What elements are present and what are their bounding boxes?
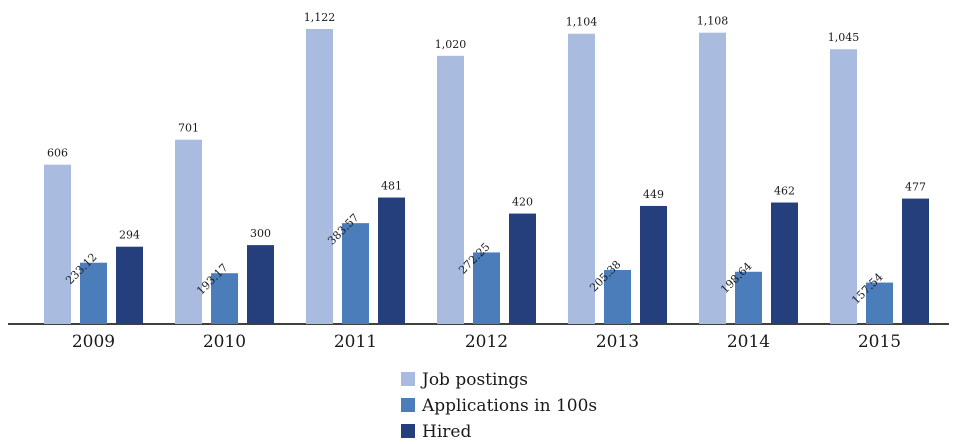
- value-label-hired-2011: 481: [381, 180, 402, 193]
- legend-label-job-postings: Job postings: [420, 370, 528, 390]
- value-label-hired-2014: 462: [774, 185, 795, 198]
- bar-job-postings-2012: [437, 55, 464, 325]
- value-label-hired-2015: 477: [905, 181, 926, 194]
- x-tick-label-2014: 2014: [727, 332, 770, 352]
- x-tick-labels-group: 2009 2010 2011 2012 2013 2014 2015: [72, 332, 901, 352]
- value-label-hired-2013: 449: [643, 188, 664, 201]
- value-label-job-postings-2010: 701: [178, 122, 199, 135]
- value-label-hired-2010: 300: [250, 227, 271, 240]
- x-tick-label-2009: 2009: [72, 332, 115, 352]
- value-label-job-postings-2013: 1,104: [566, 16, 598, 29]
- bar-job-postings-2014: [699, 32, 726, 324]
- x-tick-label-2013: 2013: [596, 332, 639, 352]
- bar-job-postings-2009: [44, 164, 71, 324]
- bar-applications-in-100s-2015: [866, 282, 893, 324]
- legend-swatch-hired: [401, 424, 415, 438]
- bar-hired-2009: [116, 246, 143, 324]
- bar-job-postings-2010: [175, 139, 202, 324]
- bar-job-postings-2011: [306, 29, 333, 324]
- bar-applications-in-100s-2010: [211, 273, 238, 324]
- value-label-job-postings-2014: 1,108: [697, 15, 729, 28]
- legend-swatch-job-postings: [401, 372, 415, 386]
- value-label-job-postings-2012: 1,020: [435, 38, 467, 51]
- x-tick-label-2011: 2011: [334, 332, 377, 352]
- bar-hired-2011: [378, 197, 405, 324]
- value-label-hired-2009: 294: [119, 229, 140, 242]
- bar-applications-in-100s-2011: [342, 223, 369, 324]
- x-tick-label-2012: 2012: [465, 332, 508, 352]
- value-label-job-postings-2009: 606: [47, 147, 68, 160]
- bar-hired-2015: [902, 198, 929, 324]
- bar-hired-2013: [640, 205, 667, 324]
- bar-job-postings-2013: [568, 33, 595, 325]
- x-tick-label-2015: 2015: [858, 332, 901, 352]
- value-label-job-postings-2015: 1,045: [828, 31, 860, 44]
- legend-label-hired: Hired: [422, 422, 471, 442]
- value-label-hired-2012: 420: [512, 196, 533, 209]
- bar-hired-2010: [247, 245, 274, 324]
- bar-applications-in-100s-2013: [604, 270, 631, 324]
- bar-job-postings-2015: [830, 49, 857, 325]
- legend-swatch-applications-in-100s: [401, 398, 415, 412]
- bar-hired-2014: [771, 202, 798, 324]
- bar-applications-in-100s-2012: [473, 252, 500, 324]
- bar-applications-in-100s-2009: [80, 262, 107, 324]
- bars-group: [44, 29, 929, 325]
- legend-label-applications-in-100s: Applications in 100s: [421, 396, 597, 416]
- bar-hired-2012: [509, 213, 536, 324]
- legend: Job postings Applications in 100s Hired: [401, 370, 597, 442]
- value-label-job-postings-2011: 1,122: [304, 11, 336, 24]
- bar-applications-in-100s-2014: [735, 271, 762, 324]
- x-tick-label-2010: 2010: [203, 332, 246, 352]
